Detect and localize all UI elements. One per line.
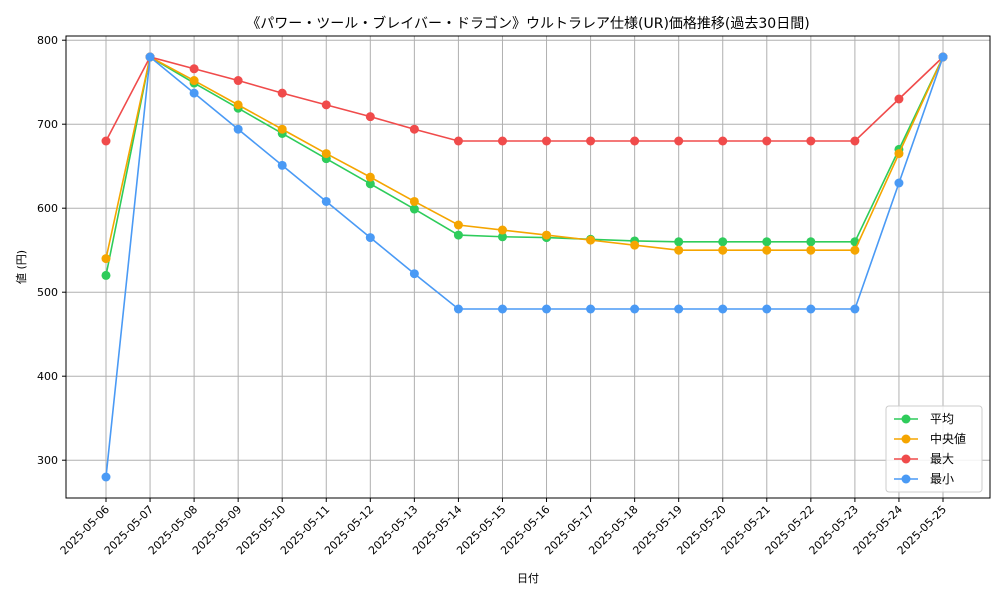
y-tick-label: 300 [37, 454, 58, 467]
series-1 [101, 52, 948, 264]
data-point [277, 124, 287, 134]
data-point [850, 245, 860, 255]
series-0 [101, 52, 948, 280]
data-point [806, 136, 816, 146]
data-point [674, 304, 684, 314]
data-point [542, 136, 552, 146]
series-group [101, 52, 948, 482]
data-point [497, 304, 507, 314]
series-line [105, 55, 944, 276]
data-point [189, 76, 199, 86]
data-point [321, 196, 331, 206]
data-point [894, 178, 904, 188]
data-point [365, 112, 375, 122]
data-point [630, 304, 640, 314]
data-point [762, 304, 772, 314]
data-point [850, 304, 860, 314]
data-point [806, 304, 816, 314]
data-point [497, 232, 507, 242]
data-point [101, 136, 111, 146]
data-point [674, 136, 684, 146]
data-point [762, 136, 772, 146]
x-axis-label: 日付 [517, 572, 539, 585]
y-axis: 300 400 500 600 700 800 [37, 34, 66, 467]
data-point [453, 220, 463, 230]
legend-marker [901, 474, 911, 484]
data-point [145, 52, 155, 62]
data-point [586, 136, 596, 146]
legend-marker [901, 454, 911, 464]
data-point [101, 270, 111, 280]
data-point [409, 204, 419, 214]
data-point [365, 233, 375, 243]
data-point [894, 94, 904, 104]
data-point [586, 304, 596, 314]
data-point [542, 230, 552, 240]
data-point [718, 245, 728, 255]
data-point [453, 304, 463, 314]
data-point [233, 124, 243, 134]
data-point [630, 136, 640, 146]
series-line [105, 56, 944, 142]
series-3 [101, 52, 948, 482]
data-point [365, 179, 375, 189]
data-point [586, 235, 596, 245]
data-point [189, 64, 199, 74]
series-line [105, 55, 944, 478]
legend-label: 平均 [930, 412, 954, 426]
data-point [718, 237, 728, 247]
data-point [409, 124, 419, 134]
series-line [105, 55, 944, 259]
data-point [674, 245, 684, 255]
data-point [409, 269, 419, 279]
data-point [674, 237, 684, 247]
data-point [497, 136, 507, 146]
chart-title: 《パワー・ツール・ブレイバー・ドラゴン》ウルトラレア仕様(UR)価格推移(過去3… [246, 15, 809, 32]
data-point [233, 100, 243, 110]
legend-label: 最大 [930, 452, 954, 466]
data-point [938, 52, 948, 62]
data-point [806, 245, 816, 255]
data-point [101, 472, 111, 482]
plot-frame [65, 35, 991, 499]
data-point [189, 88, 199, 98]
grid [66, 36, 990, 498]
y-tick-label: 700 [37, 118, 58, 131]
data-point [542, 304, 552, 314]
data-point [321, 100, 331, 110]
y-tick-label: 500 [37, 286, 58, 299]
data-point [718, 136, 728, 146]
data-point [365, 172, 375, 182]
legend-marker [901, 414, 911, 424]
data-point [497, 225, 507, 235]
data-point [762, 245, 772, 255]
legend-box [885, 405, 983, 493]
data-point [762, 237, 772, 247]
data-point [453, 230, 463, 240]
legend-label: 中央値 [930, 431, 966, 446]
data-point [277, 160, 287, 170]
legend-label: 最小 [930, 472, 954, 486]
legend-marker [901, 434, 911, 444]
data-point [850, 136, 860, 146]
data-point [894, 149, 904, 159]
data-point [101, 254, 111, 264]
data-point [233, 76, 243, 86]
data-point [321, 149, 331, 159]
data-point [806, 237, 816, 247]
data-point [277, 88, 287, 98]
y-tick-label: 800 [37, 34, 58, 47]
data-point [409, 196, 419, 206]
y-tick-label: 600 [37, 202, 58, 215]
y-axis-label: 値 (円) [15, 250, 28, 284]
data-point [453, 136, 463, 146]
data-point [718, 304, 728, 314]
data-point [630, 240, 640, 250]
x-axis: 2025-05-062025-05-072025-05-082025-05-09… [58, 498, 949, 557]
y-tick-label: 400 [37, 370, 58, 383]
